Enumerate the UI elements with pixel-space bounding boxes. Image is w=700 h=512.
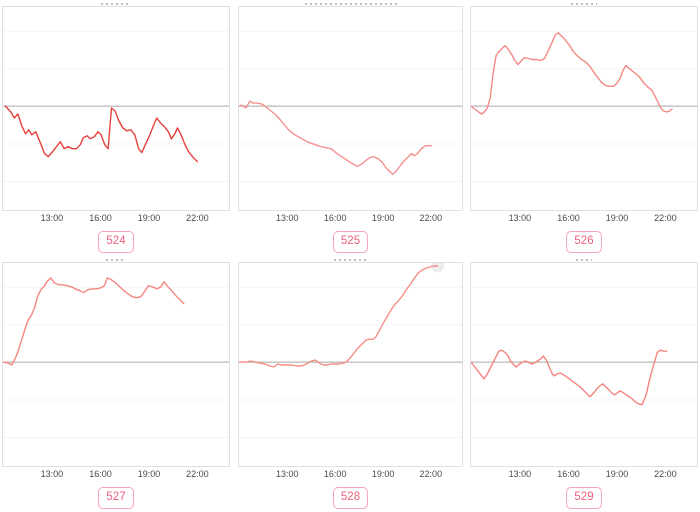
chart-cell-528: 13:00 16:00 19:00 22:00 528 [238,256,463,509]
chart-plot-527[interactable] [2,262,230,467]
x-tick-label: 22:00 [654,213,677,223]
x-tick-label: 22:00 [419,213,443,223]
x-tick-label: 13:00 [276,213,299,223]
x-tick-label: 13:00 [508,469,532,479]
x-axis: 13:00 16:00 19:00 22:00 [2,468,230,481]
chart-plot-525[interactable] [238,6,463,211]
line-chart-524[interactable] [3,7,229,210]
x-axis: 13:00 16:00 19:00 22:00 [470,468,698,481]
chart-link-527[interactable]: 527 [98,487,134,509]
x-tick-label: 16:00 [323,469,347,479]
badge-row: 524 [2,231,230,253]
x-tick-label: 22:00 [419,469,443,479]
badge-row: 529 [470,487,698,509]
chart-plot-529[interactable] [470,262,698,467]
badge-row: 527 [2,487,230,509]
x-tick-label: 19:00 [371,469,395,479]
line-chart-529[interactable] [471,263,697,466]
x-axis: 13:00 16:00 19:00 22:00 [470,212,698,225]
chart-cell-524: 13:00 16:00 19:00 22:00 524 [2,0,230,253]
x-tick-label: 19:00 [605,469,629,479]
badge-row: 528 [238,487,463,509]
chart-link-525[interactable]: 525 [332,231,369,253]
line-chart-525[interactable] [239,7,462,210]
x-tick-label: 19:00 [137,469,161,479]
chart-cell-526: 13:00 16:00 19:00 22:00 526 [470,0,698,253]
x-axis: 13:00 16:00 19:00 22:00 [238,212,463,225]
chart-cell-529: 13:00 16:00 19:00 22:00 529 [470,256,698,509]
badge-row: 526 [470,231,698,253]
x-tick-label: 19:00 [137,213,161,223]
chart-plot-524[interactable] [2,6,230,211]
chart-link-526[interactable]: 526 [566,231,602,253]
chart-cell-525: 13:00 16:00 19:00 22:00 525 [238,0,463,253]
line-chart-526[interactable] [471,7,697,210]
chart-link-528[interactable]: 528 [332,487,369,509]
x-tick-label: 16:00 [89,213,112,223]
badge-row: 525 [238,231,463,253]
x-tick-label: 22:00 [654,469,677,479]
x-axis: 13:00 16:00 19:00 22:00 [238,468,463,481]
x-tick-label: 13:00 [508,213,532,223]
chart-link-524[interactable]: 524 [98,231,134,253]
x-tick-label: 16:00 [323,213,347,223]
x-axis: 13:00 16:00 19:00 22:00 [2,212,230,225]
chart-plot-528[interactable] [238,262,463,467]
x-tick-label: 13:00 [276,469,299,479]
x-tick-label: 22:00 [186,469,209,479]
x-tick-label: 16:00 [557,213,580,223]
x-tick-label: 19:00 [371,213,395,223]
chart-link-529[interactable]: 529 [566,487,602,509]
chart-cell-527: 13:00 16:00 19:00 22:00 527 [2,256,230,509]
x-tick-label: 16:00 [557,469,580,479]
x-tick-label: 13:00 [40,469,64,479]
x-tick-label: 22:00 [186,213,209,223]
x-tick-label: 16:00 [89,469,112,479]
x-tick-label: 13:00 [40,213,64,223]
chart-plot-526[interactable] [470,6,698,211]
line-chart-528[interactable] [239,263,462,466]
x-tick-label: 19:00 [605,213,629,223]
line-chart-527[interactable] [3,263,229,466]
